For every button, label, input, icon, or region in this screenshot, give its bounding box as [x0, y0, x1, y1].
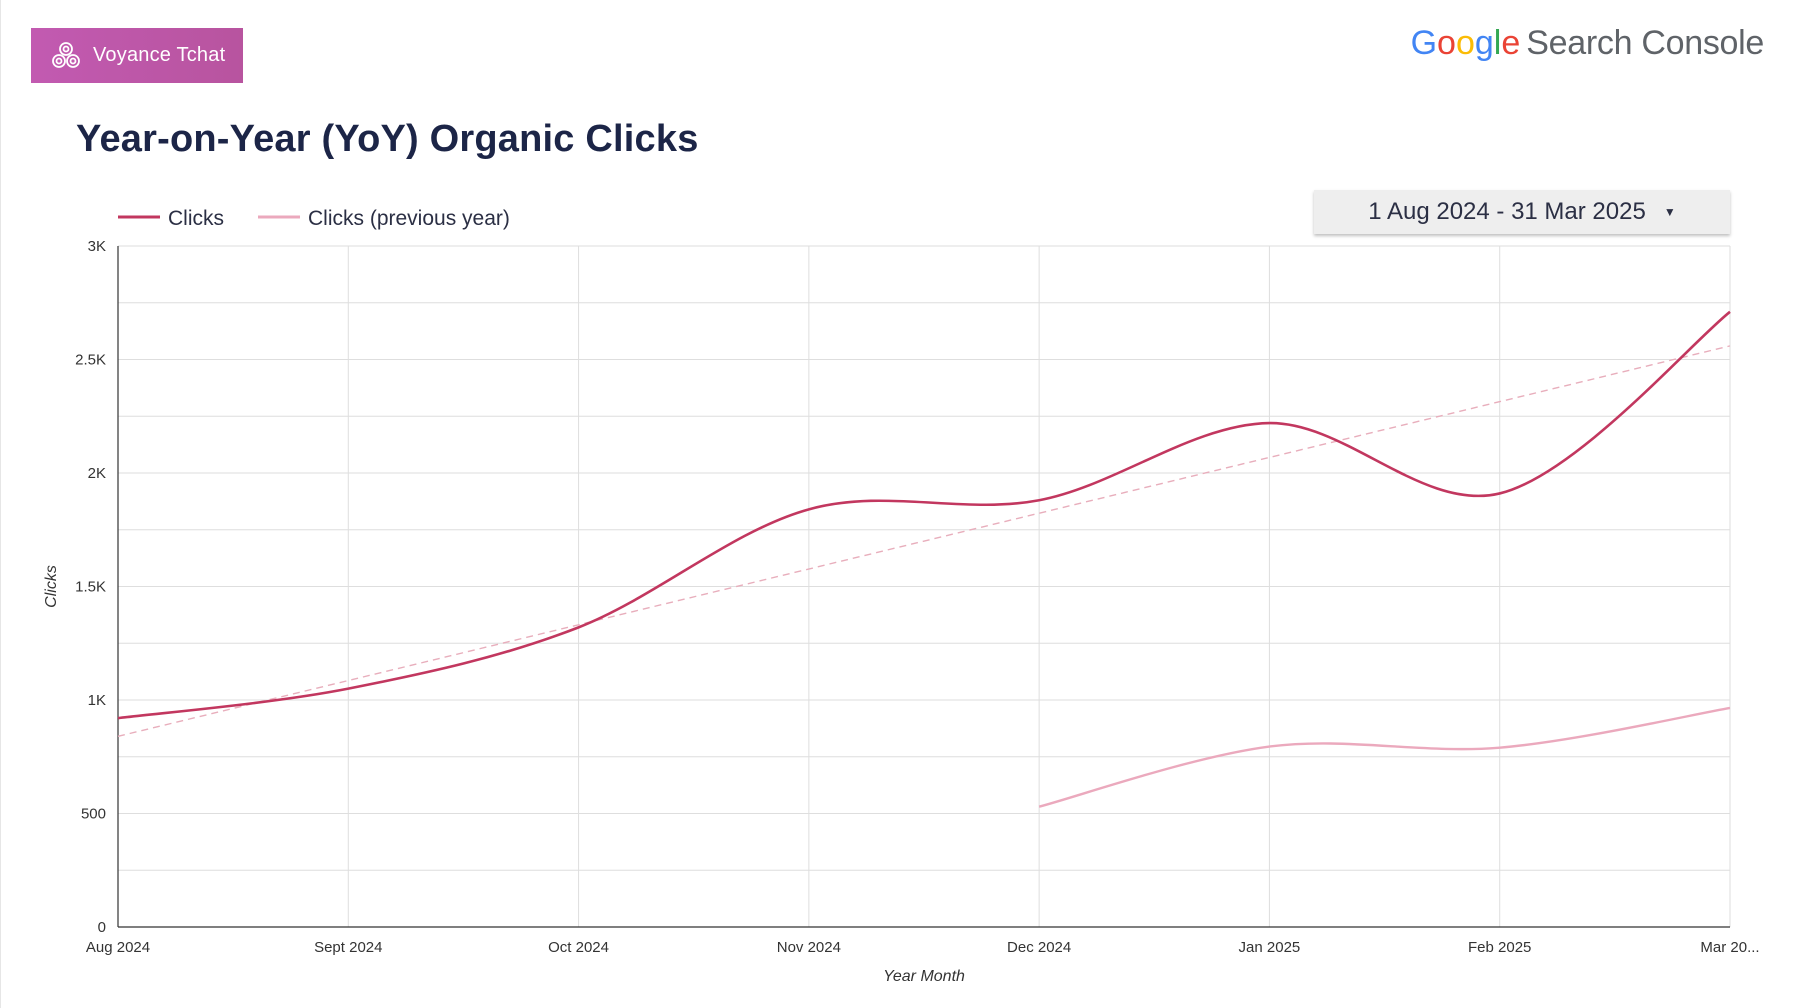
- x-tick-label: Feb 2025: [1468, 939, 1531, 956]
- y-axis-title: Clicks: [43, 565, 60, 608]
- x-tick-label: Oct 2024: [548, 939, 609, 956]
- y-tick-label: 1.5K: [75, 579, 106, 596]
- x-tick-label: Nov 2024: [777, 939, 841, 956]
- caret-down-icon: ▼: [1663, 205, 1676, 219]
- clicks-trendline: [117, 345, 1731, 738]
- legend-label[interactable]: Clicks: [168, 207, 224, 230]
- x-axis-title: Year Month: [883, 968, 965, 985]
- y-tick-label: 2K: [88, 465, 106, 482]
- y-tick-label: 3K: [88, 238, 106, 255]
- x-tick-label: Aug 2024: [86, 939, 150, 956]
- brand-badge: Voyance Tchat: [31, 28, 243, 83]
- y-tick-label: 1K: [88, 692, 106, 709]
- triskelion-icon: [52, 41, 80, 68]
- y-tick-label: 500: [81, 806, 106, 823]
- series-line-clicks-previous-year: [1038, 706, 1731, 808]
- legend-label[interactable]: Clicks (previous year): [308, 207, 510, 230]
- y-tick-label: 2.5K: [75, 352, 106, 369]
- page-title: Year-on-Year (YoY) Organic Clicks: [76, 118, 699, 160]
- brand-name: Voyance Tchat: [93, 44, 226, 66]
- google-search-console-logo: Google Search Console: [1410, 24, 1765, 63]
- y-tick-label: 0: [98, 919, 106, 936]
- google-wordmark: Google: [1410, 24, 1521, 62]
- date-range-selector[interactable]: 1 Aug 2024 - 31 Mar 2025 ▼: [1314, 190, 1730, 234]
- x-tick-label: Mar 20...: [1700, 939, 1759, 956]
- x-tick-label: Jan 2025: [1239, 939, 1301, 956]
- series-line-clicks: [117, 310, 1731, 720]
- product-name: Search Console: [1526, 24, 1764, 62]
- x-tick-label: Sept 2024: [314, 939, 382, 956]
- date-range-label: 1 Aug 2024 - 31 Mar 2025: [1368, 198, 1646, 225]
- x-tick-label: Dec 2024: [1007, 939, 1071, 956]
